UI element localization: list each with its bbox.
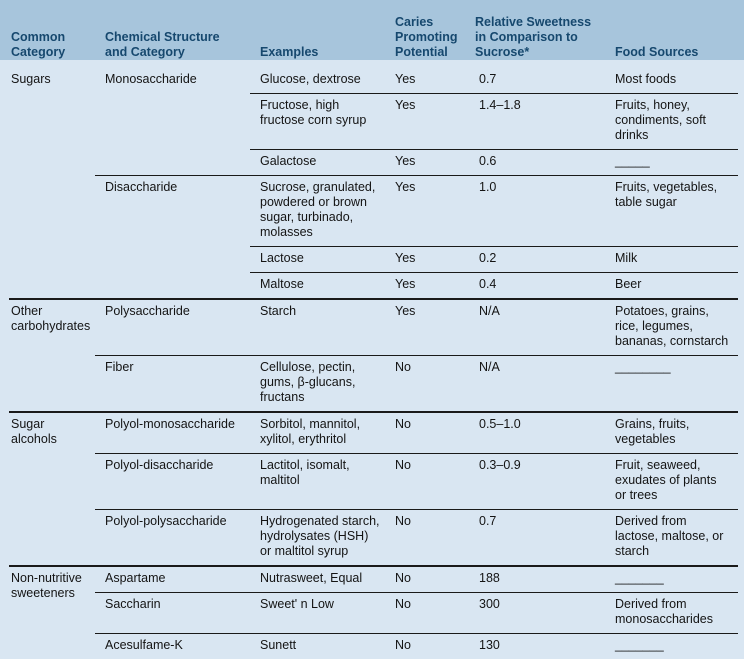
cell-sweetness: 0.7 [465,509,605,567]
cell-food-sources: _______ [605,566,738,593]
cell-sweetness: 0.3–0.9 [465,453,605,510]
table-row: Sugar alcohols Polyol-monosaccharide Sor… [9,412,738,567]
cell-examples: Cellulose, pectin, gums, β-glucans, fruc… [250,355,385,413]
cell-caries: No [385,509,465,567]
cell-caries: Yes [385,93,465,150]
table-row: Acesulfame-K Sunett No 130 _______ [9,633,738,659]
cell-caries: Yes [385,246,465,273]
cell-sweetness: 0.2 [465,246,605,273]
cell-caries: No [385,412,465,454]
table-header-band [0,0,744,60]
cell-examples: Sucrose, granulated, powdered or brown s… [250,175,385,247]
cell-sweetness: 1.4–1.8 [465,93,605,150]
cell-common-category: Non-nutritive sweeteners [9,566,95,659]
cell-sweetness: N/A [465,299,605,356]
cell-chemical-structure: Saccharin [95,592,250,634]
table-row: Other carbohydrates Polysaccharide Starc… [9,299,738,413]
table-row: Lactose Yes 0.2 Milk [9,246,738,273]
table-row: Sugars Monosaccharide Glucose, dextrose … [9,68,738,300]
cell-examples: Galactose [250,149,385,176]
cell-sweetness: 0.7 [465,68,605,94]
cell-food-sources: Potatoes, grains, rice, legumes, bananas… [605,299,738,356]
cell-sweetness: 300 [465,592,605,634]
cell-sweetness: 0.5–1.0 [465,412,605,454]
cell-sweetness: 188 [465,566,605,593]
table-row: Saccharin Sweet' n Low No 300 Derived fr… [9,592,738,634]
sweeteners-table: Common Category Chemical Structure and C… [9,0,738,659]
cell-caries: Yes [385,175,465,247]
cell-chemical-structure: Polyol-polysaccharide [95,509,250,567]
table-row: Polyol-polysaccharide Hydrogenated starc… [9,509,738,567]
cell-caries: No [385,566,465,593]
table-row: Fiber Cellulose, pectin, gums, β-glucans… [9,355,738,413]
cell-caries: Yes [385,272,465,300]
cell-food-sources: Milk [605,246,738,273]
cell-food-sources: Fruit, seaweed, exudates of plants or tr… [605,453,738,510]
cell-food-sources: _____ [605,149,738,176]
cell-food-sources: Fruits, honey, condiments, soft drinks [605,93,738,150]
table-header-row: Common Category Chemical Structure and C… [9,0,738,68]
table-row: Galactose Yes 0.6 _____ [9,149,738,176]
column-header-examples: Examples [260,45,319,59]
cell-sweetness: 1.0 [465,175,605,247]
cell-chemical-structure: Monosaccharide [95,68,250,176]
cell-sweetness: 0.6 [465,149,605,176]
cell-chemical-structure: Fiber [95,355,250,413]
cell-chemical-structure: Aspartame [95,566,250,593]
cell-examples: Sunett [250,633,385,659]
cell-caries: No [385,633,465,659]
cell-caries: Yes [385,68,465,94]
cell-examples: Lactose [250,246,385,273]
cell-food-sources: Most foods [605,68,738,94]
column-header-food-sources: Food Sources [615,45,699,59]
cell-food-sources: Grains, fruits, vegetables [605,412,738,454]
table-row: Polyol-disaccharide Lactitol, isomalt, m… [9,453,738,510]
cell-food-sources: ________ [605,355,738,413]
cell-chemical-structure: Polysaccharide [95,299,250,356]
cell-sweetness: N/A [465,355,605,413]
cell-caries: No [385,355,465,413]
cell-common-category: Sugars [9,68,95,300]
cell-examples: Sorbitol, mannitol, xylitol, erythritol [250,412,385,454]
cell-sweetness: 0.4 [465,272,605,300]
cell-caries: Yes [385,299,465,356]
cell-examples: Nutrasweet, Equal [250,566,385,593]
table-row: Fructose, high fructose corn syrup Yes 1… [9,93,738,150]
cell-caries: Yes [385,149,465,176]
cell-food-sources: Derived from monosaccharides [605,592,738,634]
cell-food-sources: Derived from lactose, maltose, or starch [605,509,738,567]
cell-chemical-structure: Acesulfame-K [95,633,250,659]
column-header-relative-sweetness: Relative Sweetness in Comparison to Sucr… [475,15,592,59]
cell-examples: Lactitol, isomalt, maltitol [250,453,385,510]
table-row: Non-nutritive sweeteners Aspartame Nutra… [9,566,738,659]
cell-sweetness: 130 [465,633,605,659]
table-row: Disaccharide Sucrose, granulated, powder… [9,175,738,300]
cell-common-category: Sugar alcohols [9,412,95,567]
cell-examples: Hydrogenated starch, hydrolysates (HSH) … [250,509,385,567]
column-header-common-category: Common Category [11,30,66,59]
cell-examples: Maltose [250,272,385,300]
cell-food-sources: Fruits, vegetables, table sugar [605,175,738,247]
cell-chemical-structure: Disaccharide [95,175,250,300]
table-row: Maltose Yes 0.4 Beer [9,272,738,300]
column-header-caries-potential: Caries Promoting Potential [395,15,458,59]
cell-food-sources: Beer [605,272,738,300]
cell-examples: Sweet' n Low [250,592,385,634]
cell-chemical-structure: Polyol-monosaccharide [95,412,250,454]
cell-chemical-structure: Polyol-disaccharide [95,453,250,510]
cell-food-sources: _______ [605,633,738,659]
cell-examples: Fructose, high fructose corn syrup [250,93,385,150]
cell-examples: Starch [250,299,385,356]
cell-examples: Glucose, dextrose [250,68,385,94]
column-header-chemical-structure: Chemical Structure and Category [105,30,220,59]
cell-common-category: Other carbohydrates [9,299,95,413]
cell-caries: No [385,592,465,634]
cell-caries: No [385,453,465,510]
